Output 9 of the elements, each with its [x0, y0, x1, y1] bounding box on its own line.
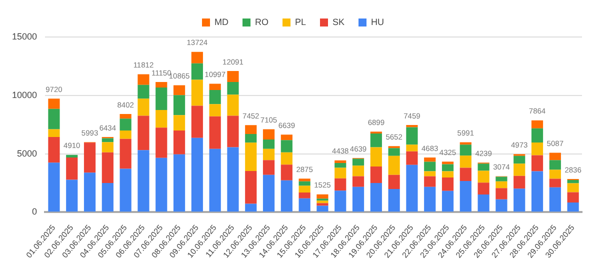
legend-label: SK [332, 16, 345, 27]
legend-label: MD [214, 16, 229, 27]
y-tick-label: 5000 [16, 148, 38, 158]
legend-label: HU [371, 16, 384, 27]
y-tick-label: 10000 [12, 90, 38, 100]
legend-label: PL [294, 16, 306, 27]
y-tick-label: 15000 [12, 31, 38, 42]
legend-label: RO [254, 16, 268, 27]
y-tick-label: 0 [32, 206, 38, 217]
